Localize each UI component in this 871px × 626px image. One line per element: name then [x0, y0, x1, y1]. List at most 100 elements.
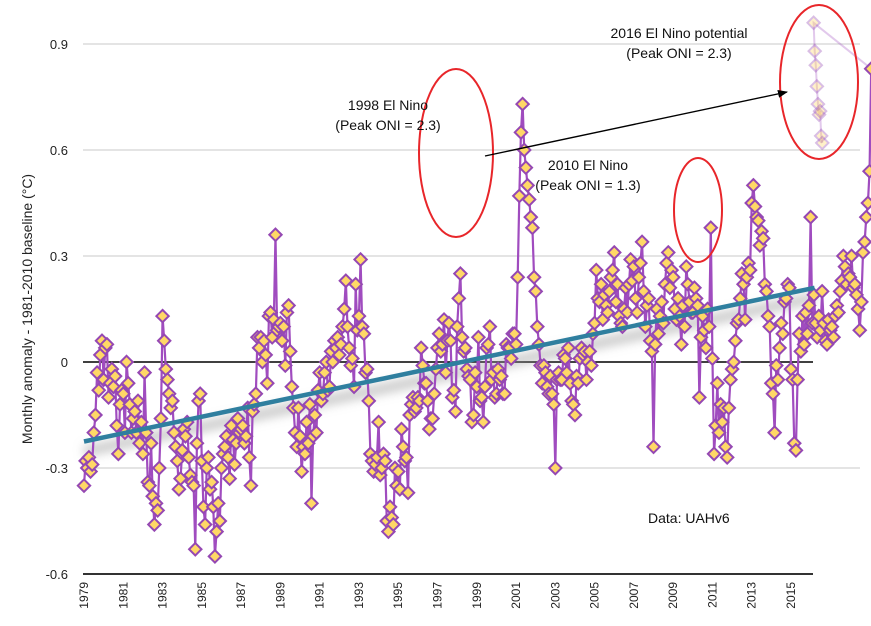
data-point	[593, 276, 609, 292]
data-point	[395, 439, 411, 455]
data-point	[606, 244, 622, 261]
x-tick-label: 2015	[784, 582, 798, 609]
data-point	[470, 329, 487, 345]
data-point	[511, 188, 527, 204]
data-point	[290, 400, 307, 416]
data-point	[192, 386, 208, 402]
data-point	[467, 364, 483, 381]
data-point	[120, 375, 136, 391]
data-point	[768, 357, 784, 374]
data-point	[352, 251, 369, 268]
data-point	[629, 304, 645, 321]
data-point	[775, 326, 791, 342]
x-tick-label: 1983	[156, 582, 170, 609]
data-point	[187, 541, 203, 557]
data-point	[127, 403, 143, 420]
projected-line	[812, 20, 871, 144]
data-point	[207, 548, 223, 564]
x-tick-label: 1997	[431, 582, 445, 609]
projected-point	[809, 78, 825, 95]
x-tick-label: 1987	[234, 582, 248, 609]
data-point	[452, 266, 469, 282]
data-point	[164, 393, 180, 409]
data-point	[475, 414, 491, 430]
data-point	[449, 319, 465, 335]
data-point	[783, 361, 799, 377]
data-point	[773, 315, 789, 331]
data-point	[789, 372, 806, 388]
data-point	[292, 428, 308, 444]
data-point	[647, 336, 663, 352]
data-point	[136, 364, 153, 381]
projected-point	[806, 15, 822, 31]
data-point	[567, 407, 583, 423]
data-point	[513, 124, 529, 140]
data-point	[241, 449, 257, 466]
data-point	[521, 191, 537, 208]
el-nino-2016-ellipse	[779, 4, 859, 160]
data-point	[212, 513, 228, 529]
data-point	[771, 340, 788, 356]
data-point	[451, 290, 467, 307]
x-tick-label: 1979	[77, 582, 91, 609]
data-point	[418, 375, 434, 391]
data-point	[830, 304, 847, 321]
data-point	[583, 357, 599, 374]
data-point	[523, 209, 539, 225]
data-point	[650, 326, 667, 342]
data-point	[600, 304, 616, 321]
projected-point	[814, 135, 830, 151]
data-point	[87, 407, 104, 423]
data-point	[557, 350, 573, 367]
data-point	[493, 368, 509, 384]
data-point	[465, 407, 482, 423]
el-nino-1998-ellipse	[418, 68, 494, 238]
data-point	[169, 453, 185, 469]
data-point	[665, 269, 681, 285]
data-point	[76, 478, 92, 494]
data-point	[762, 319, 778, 335]
data-point	[238, 428, 254, 444]
data-point	[277, 357, 293, 374]
data-point	[294, 463, 310, 480]
x-tick-label: 1993	[352, 582, 366, 609]
data-point	[143, 435, 159, 451]
data-point	[156, 333, 172, 349]
data-point	[303, 495, 320, 511]
data-point	[447, 403, 464, 420]
data-point	[91, 382, 107, 398]
data-point	[526, 269, 542, 285]
data-point	[634, 234, 650, 250]
data-point	[130, 393, 146, 409]
x-tick-label: 2013	[745, 582, 759, 609]
source-note: Data: UAHv6	[648, 510, 730, 526]
data-point	[641, 290, 657, 307]
data-point	[514, 96, 531, 112]
data-point	[711, 425, 727, 441]
data-point	[765, 386, 781, 402]
data-point	[737, 311, 753, 328]
projected-point	[813, 128, 829, 144]
data-point	[99, 336, 115, 352]
data-point	[701, 319, 717, 335]
data-point	[208, 523, 225, 540]
data-point	[546, 396, 562, 413]
data-point	[604, 262, 621, 278]
data-point	[796, 336, 812, 352]
data-point	[678, 258, 694, 275]
data-point	[454, 329, 470, 345]
data-point	[331, 347, 347, 363]
x-tick-label: 1985	[195, 582, 209, 609]
data-point	[662, 280, 678, 296]
data-point	[199, 460, 215, 476]
data-point	[691, 389, 707, 405]
data-point	[755, 230, 771, 246]
el-nino-2010-label: (Peak ONI = 1.3)	[535, 177, 640, 193]
data-point	[336, 301, 352, 317]
y-tick-label: 0.6	[50, 143, 68, 158]
y-tick-label: 0.3	[50, 249, 68, 264]
projected-point	[810, 96, 826, 112]
data-point	[706, 446, 722, 462]
data-point	[861, 163, 871, 179]
